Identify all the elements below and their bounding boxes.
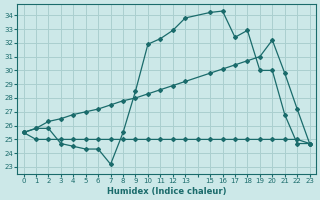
X-axis label: Humidex (Indice chaleur): Humidex (Indice chaleur) (107, 187, 226, 196)
